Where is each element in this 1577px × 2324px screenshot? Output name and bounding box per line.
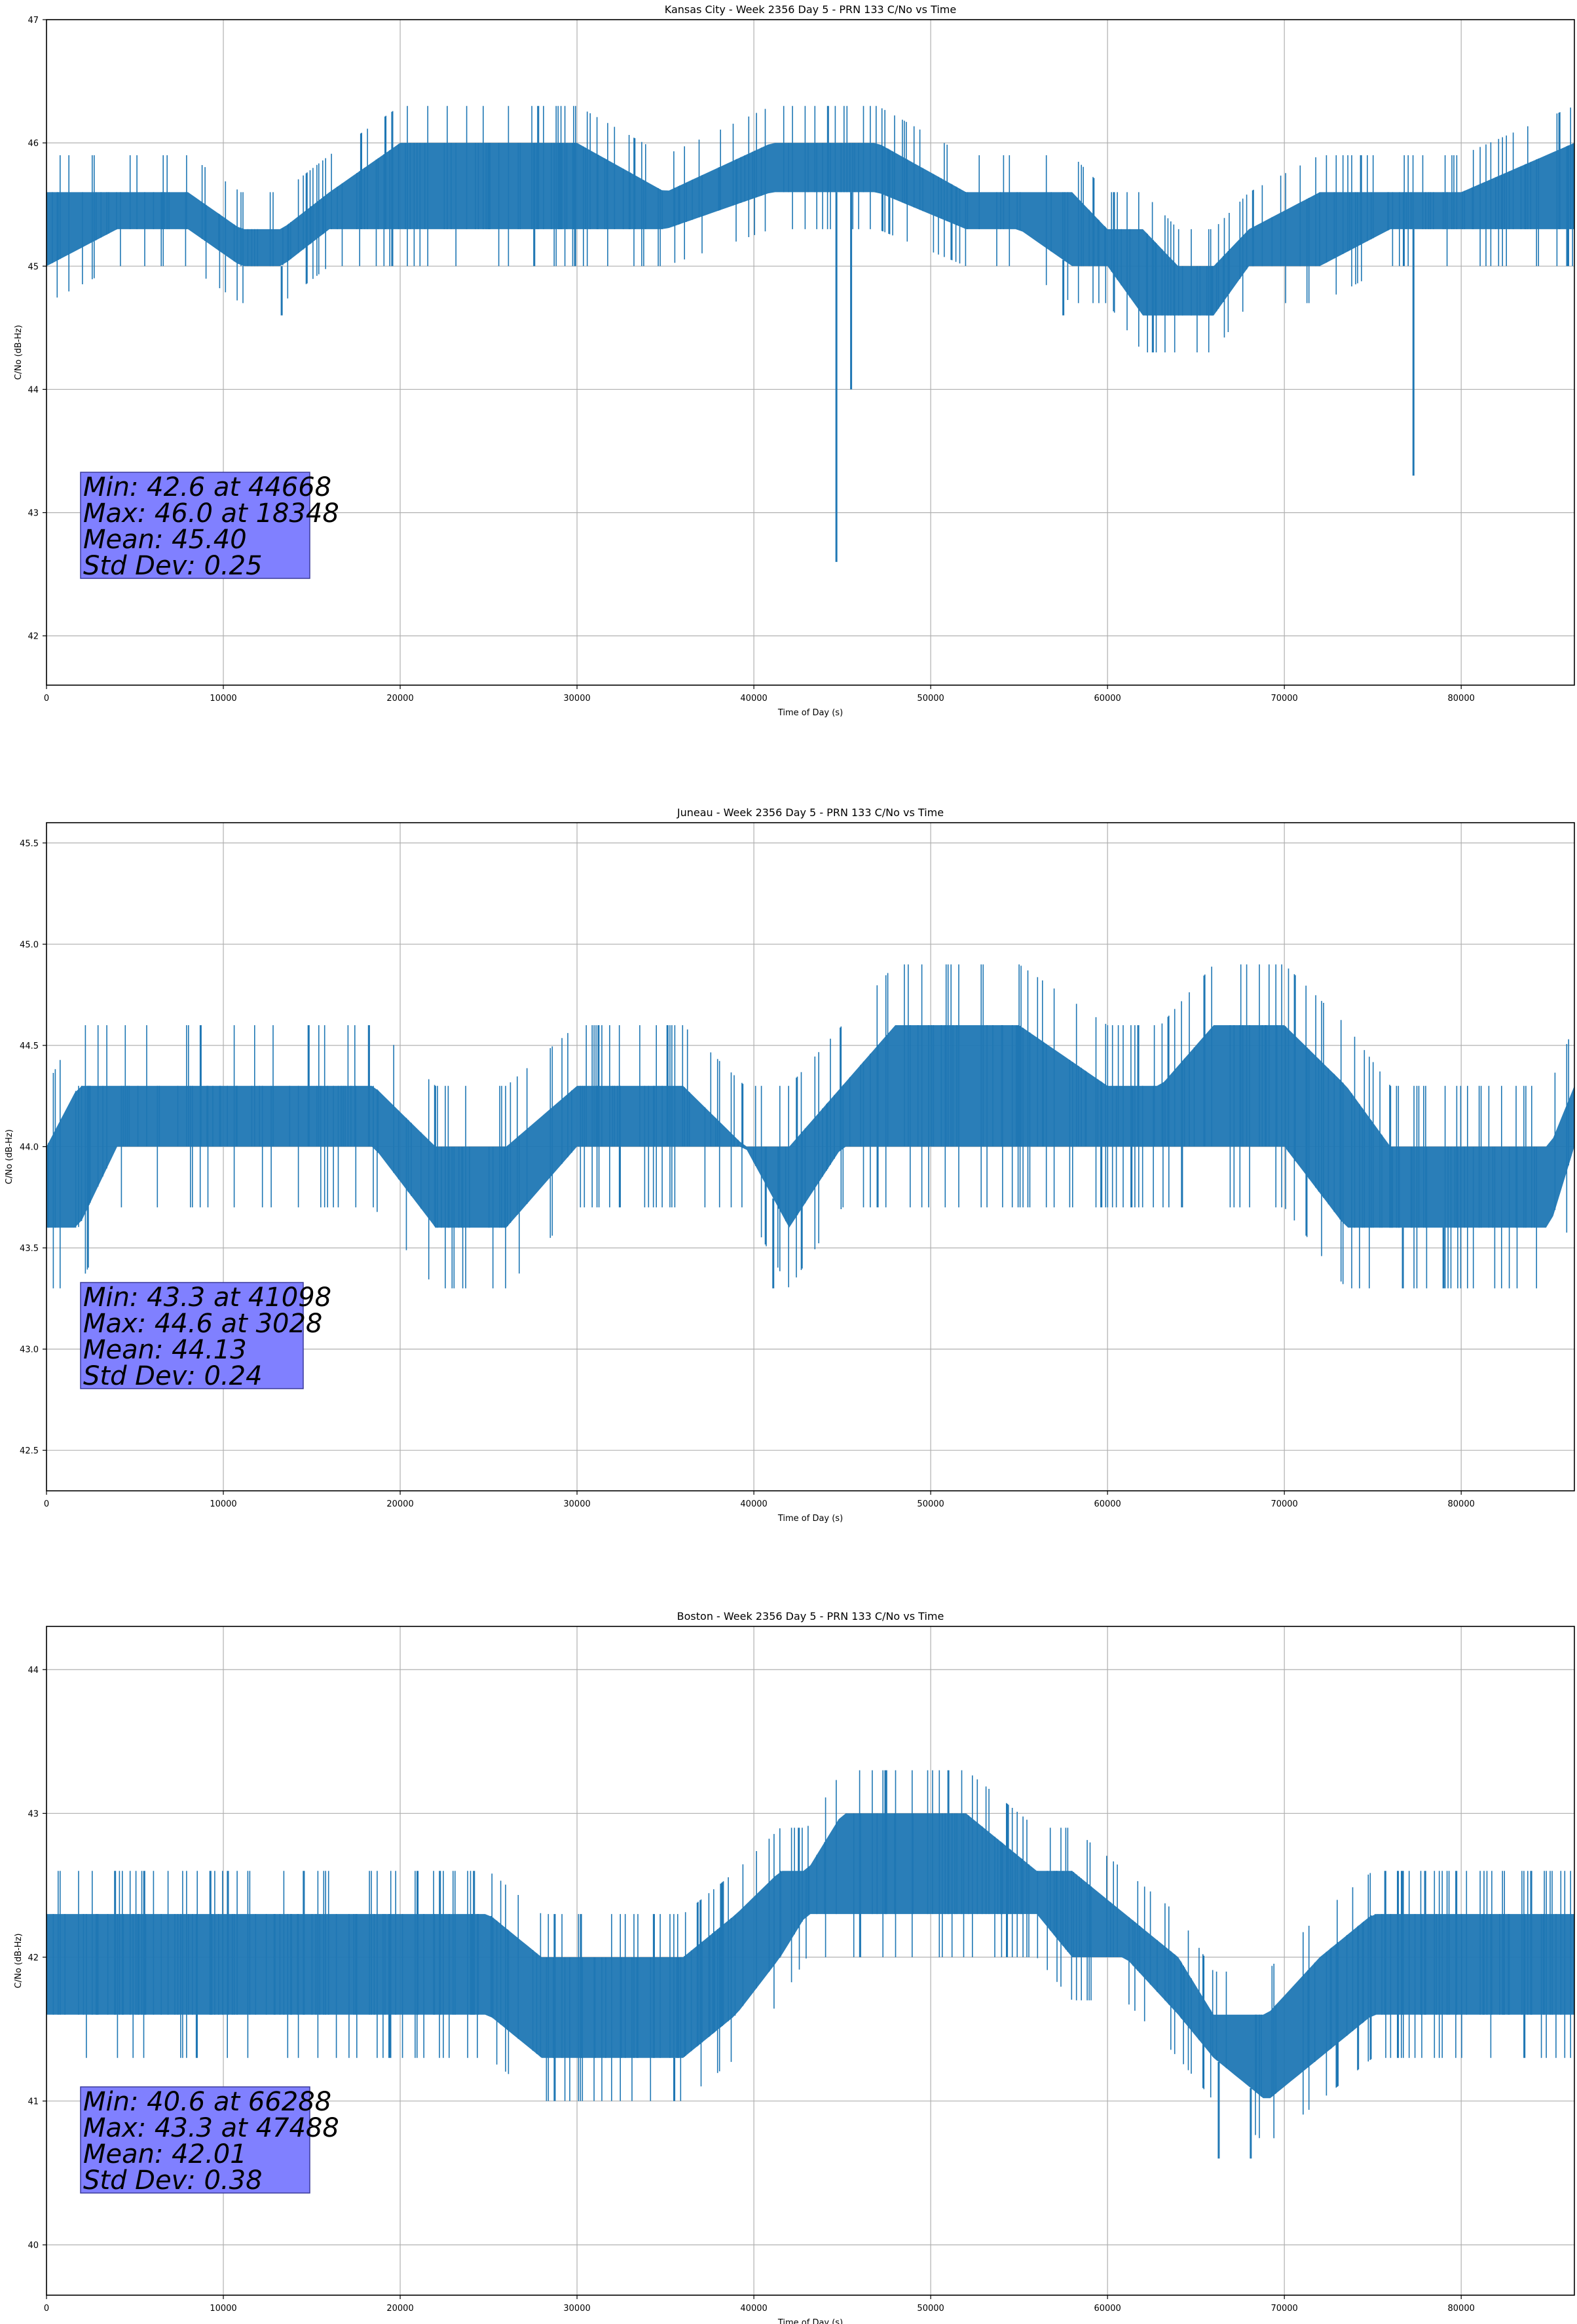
x-tick-label: 30000	[563, 2304, 590, 2314]
x-tick-label: 40000	[740, 1499, 767, 1509]
chart-panel-1: Kansas City - Week 2356 Day 5 - PRN 133 …	[14, 3, 1575, 718]
axes-frame	[46, 822, 1575, 1491]
cno-noise	[52, 1770, 1571, 2139]
x-tick-label: 10000	[210, 1499, 236, 1509]
chart-title: Boston - Week 2356 Day 5 - PRN 133 C/No …	[677, 1610, 944, 1622]
cno-band	[46, 143, 1574, 316]
x-tick-label: 40000	[740, 2304, 767, 2314]
x-tick-label: 50000	[917, 1499, 944, 1509]
x-tick-label: 80000	[1448, 1499, 1475, 1509]
y-axis-label: C/No (dB-Hz)	[5, 1129, 14, 1184]
x-tick-label: 80000	[1448, 694, 1475, 703]
x-tick-label: 30000	[563, 1499, 590, 1509]
y-axis-label: C/No (dB-Hz)	[14, 325, 24, 380]
y-tick-label: 43	[28, 509, 39, 519]
stats-box-background	[80, 472, 310, 579]
stat-std: Std Dev: 0.24	[83, 1361, 263, 1391]
x-tick-label: 10000	[210, 2304, 236, 2314]
cno-band	[46, 1813, 1574, 2099]
x-tick-label: 40000	[740, 694, 767, 703]
chart-panel-3: Boston - Week 2356 Day 5 - PRN 133 C/No …	[14, 1610, 1575, 2324]
cno-noise	[48, 964, 1569, 1288]
x-tick-label: 60000	[1094, 2304, 1121, 2314]
stat-min: Min: 42.6 at 44668	[83, 472, 331, 502]
x-tick-label: 70000	[1271, 694, 1297, 703]
series-cno	[46, 1770, 1574, 2159]
y-tick-label: 45.0	[20, 940, 39, 950]
y-tick-label: 45.5	[20, 839, 39, 849]
x-tick-label: 70000	[1271, 1499, 1297, 1509]
y-tick-label: 46	[28, 139, 39, 149]
y-tick-label: 40	[28, 2241, 39, 2251]
y-tick-label: 44	[28, 1666, 39, 1676]
x-tick-label: 60000	[1094, 1499, 1121, 1509]
stat-mean: Mean: 45.40	[83, 525, 247, 555]
y-axis-label: C/No (dB-Hz)	[14, 1934, 24, 1989]
x-tick-label: 0	[44, 1499, 49, 1509]
chart-panel-2: Juneau - Week 2356 Day 5 - PRN 133 C/No …	[5, 806, 1575, 1524]
stats-box-background	[80, 2086, 310, 2194]
cno-noise	[52, 105, 1573, 352]
stats-box-background	[80, 1282, 304, 1389]
y-tick-label: 42	[28, 632, 39, 642]
x-tick-label: 50000	[917, 694, 944, 703]
x-tick-label: 70000	[1271, 2304, 1297, 2314]
series-cno	[46, 105, 1574, 562]
x-tick-label: 20000	[386, 1499, 413, 1509]
y-tick-label: 47	[28, 16, 39, 26]
x-tick-label: 80000	[1448, 2304, 1475, 2314]
x-tick-label: 0	[44, 2304, 49, 2314]
axes-frame	[46, 1626, 1575, 2296]
x-tick-label: 20000	[386, 2304, 413, 2314]
stat-std: Std Dev: 0.38	[83, 2165, 263, 2196]
y-tick-label: 42.5	[20, 1446, 39, 1456]
x-axis-label: Time of Day (s)	[777, 708, 843, 718]
y-tick-label: 42	[28, 1953, 39, 1963]
x-tick-label: 60000	[1094, 694, 1121, 703]
stat-max: Max: 44.6 at 3028	[83, 1309, 322, 1339]
cno-band	[46, 1025, 1574, 1228]
y-tick-label: 43.0	[20, 1345, 39, 1355]
x-tick-label: 10000	[210, 694, 236, 703]
axes-frame	[46, 19, 1575, 686]
chart-title: Juneau - Week 2356 Day 5 - PRN 133 C/No …	[677, 806, 944, 819]
y-tick-label: 43	[28, 1809, 39, 1819]
chart-title: Kansas City - Week 2356 Day 5 - PRN 133 …	[665, 3, 956, 16]
stat-min: Min: 40.6 at 66288	[83, 2087, 331, 2117]
x-axis-label: Time of Day (s)	[777, 1514, 843, 1524]
stat-max: Max: 46.0 at 18348	[83, 498, 339, 529]
x-tick-label: 0	[44, 694, 49, 703]
y-tick-label: 45	[28, 262, 39, 272]
series-cno	[46, 964, 1574, 1288]
x-tick-label: 50000	[917, 2304, 944, 2314]
stat-min: Min: 43.3 at 41098	[83, 1283, 331, 1313]
stat-max: Max: 43.3 at 47488	[83, 2113, 339, 2143]
y-tick-label: 44	[28, 385, 39, 395]
x-tick-label: 30000	[563, 694, 590, 703]
x-axis-label: Time of Day (s)	[777, 2318, 843, 2324]
stat-mean: Mean: 44.13	[83, 1335, 247, 1365]
y-tick-label: 44.5	[20, 1041, 39, 1051]
stat-std: Std Dev: 0.25	[83, 551, 263, 581]
stat-mean: Mean: 42.01	[83, 2139, 247, 2169]
x-tick-label: 20000	[386, 694, 413, 703]
y-tick-label: 43.5	[20, 1244, 39, 1254]
y-tick-label: 44.0	[20, 1143, 39, 1153]
y-tick-label: 41	[28, 2097, 39, 2107]
